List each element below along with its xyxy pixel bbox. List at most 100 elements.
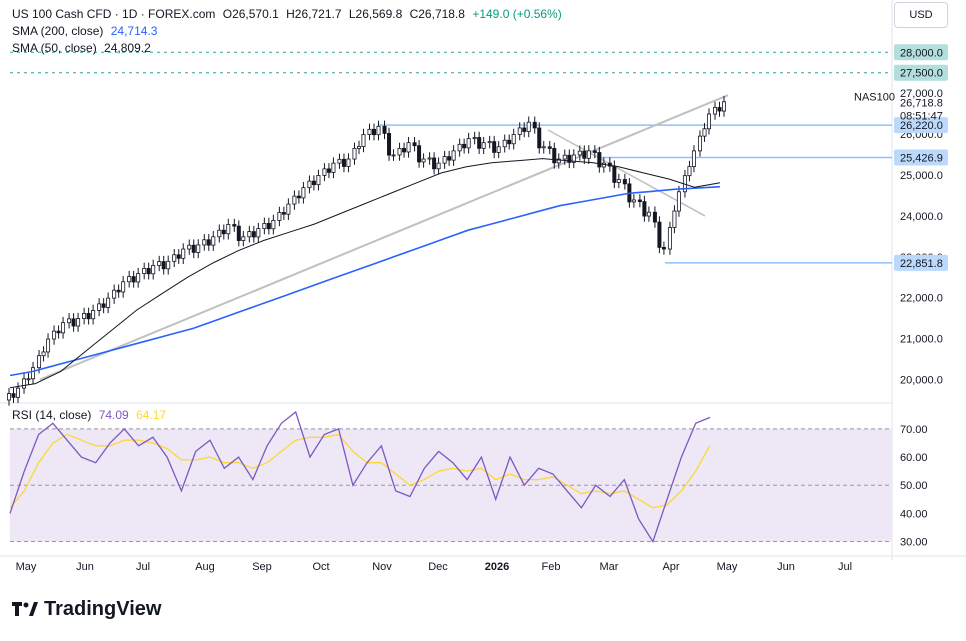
candle-body [76,318,81,327]
candle-body [86,313,91,320]
candle-body [702,128,707,137]
time-tick-label: Apr [662,561,679,573]
candle-body [176,254,181,259]
candle-body [451,150,456,161]
last-price-label: 26,718.8 [900,98,943,110]
rsi-line [9,410,711,544]
level-label: 26,220.0 [900,120,943,132]
candle-body [221,229,226,235]
candle-body [217,229,222,238]
candle-body [241,236,246,241]
candle-body [436,162,441,170]
candle-body [161,261,166,270]
candle-body [642,201,647,217]
rsi-ma-value: 64.17 [136,408,167,422]
candle-body [97,303,102,311]
candle-body [271,220,276,230]
sma200-line [9,185,721,377]
sma50-label: SMA (50, close) [12,41,97,55]
rsi-tick-label: 70.00 [900,424,928,436]
candle-body [262,223,267,229]
candle-body [41,351,46,357]
candle-body [121,281,126,293]
candle-body [361,134,366,147]
candle-body [232,224,237,227]
candle-body [582,150,587,159]
candle-body [661,247,666,250]
time-tick-label: May [16,561,37,573]
candle-body [142,268,147,274]
tradingview-icon [12,601,38,616]
candle-body [157,261,162,266]
candle-body [487,141,492,144]
candle-body [116,289,121,293]
time-tick-label: Jun [777,561,795,573]
time-tick-label: Aug [195,561,215,573]
candle-body [432,157,437,170]
candle-body [457,143,462,152]
candle-body [567,154,572,163]
price-tick-label: 20,000.0 [900,375,943,387]
price-tick-label: 25,000.0 [900,170,943,182]
candle-body [7,393,12,401]
sma200-legend[interactable]: SMA (200, close) 24,714.3 [12,24,161,38]
candle-body [256,228,261,238]
candle-body [15,387,20,398]
candle-body [112,289,117,299]
rsi-legend[interactable]: RSI (14, close) 74.09 64.17 [12,408,170,422]
candle-body [292,195,297,205]
candle-body [477,137,482,149]
candle-body [46,338,51,353]
candle-body [442,156,447,164]
candle-body [301,187,306,199]
candle-body [22,378,27,389]
price-tick-label: 24,000.0 [900,211,943,223]
symbol-label: US 100 Cash CFD · 1D · FOREX.com [12,7,216,21]
candle-body [532,121,537,129]
level-label-bg [894,149,948,166]
candle-body [337,158,342,164]
candle-body [236,225,241,241]
level-label: 28,000.0 [900,47,943,59]
candle-body [592,150,597,153]
candle-body [356,146,361,149]
time-tick-label: 2026 [485,561,509,573]
candle-body [196,244,201,253]
tradingview-logo[interactable]: TradingView [12,598,161,621]
candle-body [376,125,381,136]
candle-body [151,265,156,275]
candle-body [341,158,346,167]
candle-body [251,231,256,238]
candle-body [136,273,141,283]
candle-body [597,152,602,168]
candle-body [211,236,216,246]
candle-body [447,156,452,161]
time-tick-label: Nov [372,561,392,573]
target-level-bg [894,64,948,81]
symbol-tag: NAS100 [854,92,895,104]
candle-body [622,179,627,185]
candle-body [657,221,662,248]
candle-body [646,211,651,217]
candle-body [391,154,396,157]
level-label: 27,500.0 [900,68,943,80]
candle-body [67,318,72,324]
open-value: O26,570.1 [222,7,279,21]
price-tick-label: 22,000.0 [900,293,943,305]
candle-body [547,146,552,149]
candle-body [507,139,512,145]
candle-body [552,148,557,164]
candle-body [277,212,282,221]
candle-body [296,195,301,199]
level-label: 25,426.9 [900,153,943,165]
candle-body [652,211,657,223]
candle-body [37,355,42,369]
sma50-legend[interactable]: SMA (50, close) 24,809.2 [12,41,155,55]
candle-body [472,137,477,139]
currency-button[interactable]: USD [894,2,948,28]
candle-body [307,180,312,189]
sma200-value: 24,714.3 [110,24,158,38]
rising-trendline [39,94,729,381]
candle-body [676,191,681,212]
time-tick-label: Jul [136,561,150,573]
